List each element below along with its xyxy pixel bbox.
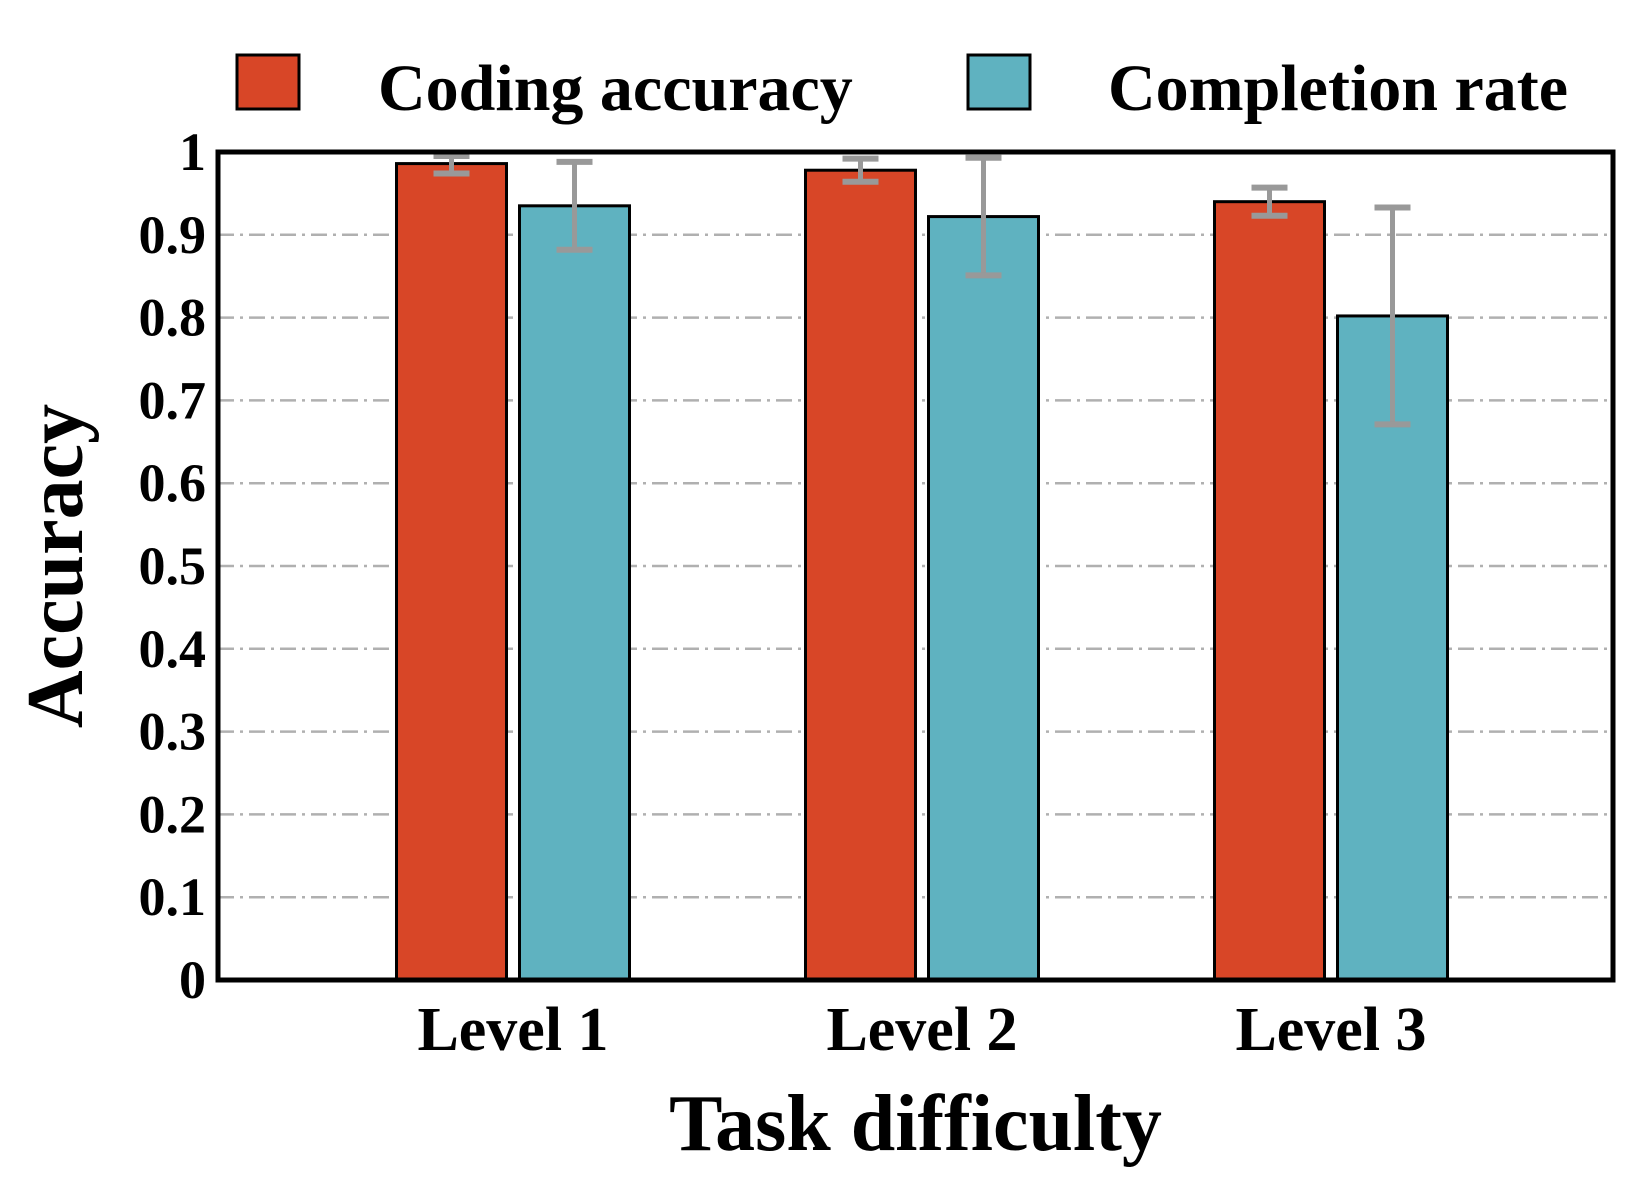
legend-swatch-coding-accuracy [235, 53, 301, 111]
bar-completion-rate [518, 204, 631, 982]
bars [395, 162, 1449, 982]
legend: Coding accuracy Completion rate [235, 52, 1568, 125]
x-tick-label: Level 2 [826, 996, 1017, 1064]
y-tick-label: 0 [179, 950, 206, 1010]
y-tick-label: 0.5 [139, 536, 207, 596]
x-tick-label: Level 1 [417, 996, 608, 1064]
y-tick-label: 0.9 [139, 205, 207, 265]
legend-label-coding-accuracy: Coding accuracy [378, 52, 853, 125]
y-tick-label: 0.3 [139, 702, 207, 762]
y-tick-label: 0.1 [139, 867, 207, 927]
y-axis-title: Accuracy [12, 404, 100, 728]
y-tick-label: 0.7 [139, 370, 207, 430]
bar-completion-rate [927, 215, 1040, 982]
bar-coding-accuracy [395, 162, 508, 982]
y-tick-label: 0.6 [139, 453, 207, 513]
bar-coding-accuracy [804, 168, 917, 982]
x-axis-title: Task difficulty [669, 1080, 1162, 1168]
y-tick-label: 0.2 [139, 784, 207, 844]
legend-label-completion-rate: Completion rate [1108, 52, 1568, 125]
bar-coding-accuracy [1213, 200, 1326, 982]
x-tick-label: Level 3 [1235, 996, 1426, 1064]
legend-swatch-completion-rate [966, 53, 1032, 111]
x-tick-labels: Level 1 Level 2 Level 3 [417, 996, 1426, 1064]
y-tick-label: 1 [179, 122, 206, 182]
error-bars [433, 153, 1411, 428]
y-tick-label: 0.8 [139, 288, 207, 348]
y-tick-label: 0.4 [139, 619, 207, 679]
y-tick-labels: 0 0.1 0.2 0.3 0.4 0.5 0.6 0.7 0.8 0.9 1 [139, 122, 207, 1010]
plot-frame [215, 149, 1616, 983]
